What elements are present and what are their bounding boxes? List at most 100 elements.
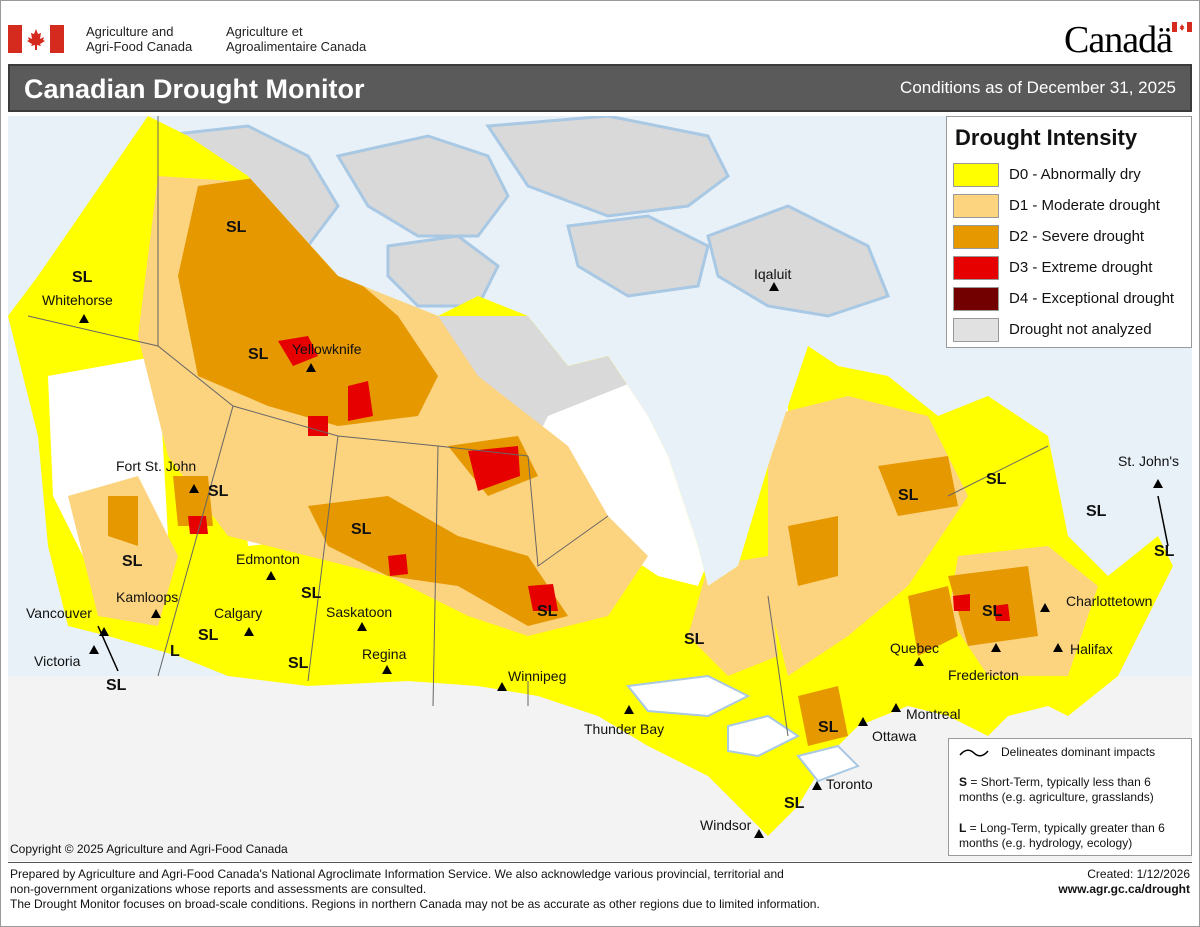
city-marker-icon (497, 682, 507, 691)
short-term-text: = Short-Term, typically less than 6 mont… (959, 775, 1154, 804)
department-name-english: Agriculture and Agri-Food Canada (86, 24, 192, 54)
city-marker-icon (624, 705, 634, 714)
city-label: St. John's (1118, 453, 1179, 469)
legend-label: D1 - Moderate drought (1009, 197, 1160, 214)
city-label: Thunder Bay (584, 721, 664, 737)
city-label: Calgary (214, 605, 262, 621)
impact-label: SL (301, 585, 322, 602)
legend-row: D1 - Moderate drought (953, 194, 1189, 218)
impact-line-icon (959, 749, 989, 757)
impact-label: SL (288, 655, 309, 672)
impact-label: SL (226, 219, 247, 236)
drought-url[interactable]: www.agr.gc.ca/drought (1058, 882, 1190, 896)
legend-label: Drought not analyzed (1009, 321, 1152, 338)
impact-label: SL (198, 627, 219, 644)
city-markers: Whitehorse Yellowknife Iqaluit Fort St. Joh… (26, 266, 1179, 838)
legend-title: Drought Intensity (955, 125, 1138, 150)
legend-swatch (953, 287, 999, 311)
city-marker-icon (79, 314, 89, 323)
impact-label: SL (351, 521, 372, 538)
impact-label: SL (122, 553, 143, 570)
footer-meta: Created: 1/12/2026 www.agr.gc.ca/drought (1058, 867, 1190, 897)
city-marker-icon (769, 282, 779, 291)
impact-labels: SL SL SL SL SL SL SL SL SL SL SL SL SL SL SL SL SL SL L SL (72, 219, 1175, 812)
legend-row: Drought not analyzed (953, 318, 1189, 342)
city-label: Windsor (700, 817, 752, 833)
impact-label: SL (818, 719, 839, 736)
city-label: Victoria (34, 653, 81, 669)
legend-label: D3 - Extreme drought (1009, 259, 1153, 276)
footer-line-1: Prepared by Agriculture and Agri-Food Ca… (10, 867, 784, 881)
legend-label: D2 - Severe drought (1009, 228, 1145, 245)
city-marker-icon (266, 571, 276, 580)
impact-label: SL (72, 269, 93, 286)
city-marker-icon (858, 717, 868, 726)
city-label: Winnipeg (508, 668, 566, 684)
impact-label: SL (537, 603, 558, 620)
impact-label: SL (1086, 503, 1107, 520)
impact-label: SL (208, 483, 229, 500)
city-label: Iqaluit (754, 266, 791, 282)
impact-label: SL (898, 487, 919, 504)
city-marker-icon (244, 627, 254, 636)
city-marker-icon (151, 609, 161, 618)
wordmark-flag-icon (1172, 22, 1192, 32)
city-marker-icon (306, 363, 316, 372)
legend-row: D0 - Abnormally dry (953, 163, 1189, 187)
city-label: Montreal (906, 706, 960, 722)
city-marker-icon (189, 484, 199, 493)
canada-flag-icon (8, 25, 64, 53)
department-line-1: Agriculture and (86, 24, 174, 39)
legend-swatch (953, 194, 999, 218)
title-bar: Canadian Drought Monitor Conditions as o… (8, 64, 1192, 112)
city-marker-icon (914, 657, 924, 666)
footer-notes: Prepared by Agriculture and Agri-Food Ca… (10, 867, 820, 912)
footer-divider (8, 862, 1192, 863)
long-term-text: = Long-Term, typically greater than 6 mo… (959, 821, 1165, 850)
city-marker-icon (1153, 479, 1163, 488)
page-title: Canadian Drought Monitor (24, 74, 365, 104)
legend-row: D4 - Exceptional drought (953, 287, 1189, 311)
legend-swatch (953, 225, 999, 249)
city-label: Edmonton (236, 551, 300, 567)
canada-wordmark: Canadä (1064, 19, 1173, 61)
city-marker-icon (382, 665, 392, 674)
short-term-key: S (959, 775, 968, 789)
city-marker-icon (357, 622, 367, 631)
city-label: Fredericton (948, 667, 1019, 683)
long-term-key: L (959, 821, 967, 835)
legend-label: D0 - Abnormally dry (1009, 166, 1141, 183)
city-label: Ottawa (872, 728, 917, 744)
city-marker-icon (89, 645, 99, 654)
footer-line-2: non-government organizations whose repor… (10, 882, 427, 896)
city-label: Toronto (826, 776, 873, 792)
city-marker-icon (99, 627, 109, 636)
copyright: Copyright © 2025 Agriculture and Agri-Fo… (10, 842, 288, 856)
impact-label: SL (784, 795, 805, 812)
impact-label: SL (248, 346, 269, 363)
impact-label: SL (982, 603, 1003, 620)
city-marker-icon (991, 643, 1001, 652)
city-label: Vancouver (26, 605, 92, 621)
long-term-definition: L = Long-Term, typically greater than 6 … (959, 821, 1189, 851)
city-label: Whitehorse (42, 292, 113, 308)
department-line-2: Agri-Food Canada (86, 39, 193, 54)
city-label: Charlottetown (1066, 593, 1152, 609)
legend-swatch (953, 163, 999, 187)
conditions-date: Conditions as of December 31, 2025 (900, 78, 1176, 97)
footer-line-3: The Drought Monitor focuses on broad-sca… (10, 897, 820, 911)
impact-label: SL (106, 677, 127, 694)
city-marker-icon (812, 781, 822, 790)
city-label: Quebec (890, 640, 939, 656)
impacts-legend: Delineates dominant impacts S = Short-Te… (948, 738, 1192, 856)
impact-label: SL (986, 471, 1007, 488)
impact-line-text: Delineates dominant impacts (1001, 745, 1156, 759)
city-label: Fort St. John (116, 458, 196, 474)
city-label: Kamloops (116, 589, 178, 605)
short-term-definition: S = Short-Term, typically less than 6 mo… (959, 775, 1189, 805)
city-label: Regina (362, 646, 407, 662)
great-lakes (626, 674, 860, 783)
legend-swatch (953, 256, 999, 280)
impact-label: SL (1154, 543, 1175, 560)
department-name-french: Agriculture et Agroalimentaire Canada (226, 24, 366, 54)
